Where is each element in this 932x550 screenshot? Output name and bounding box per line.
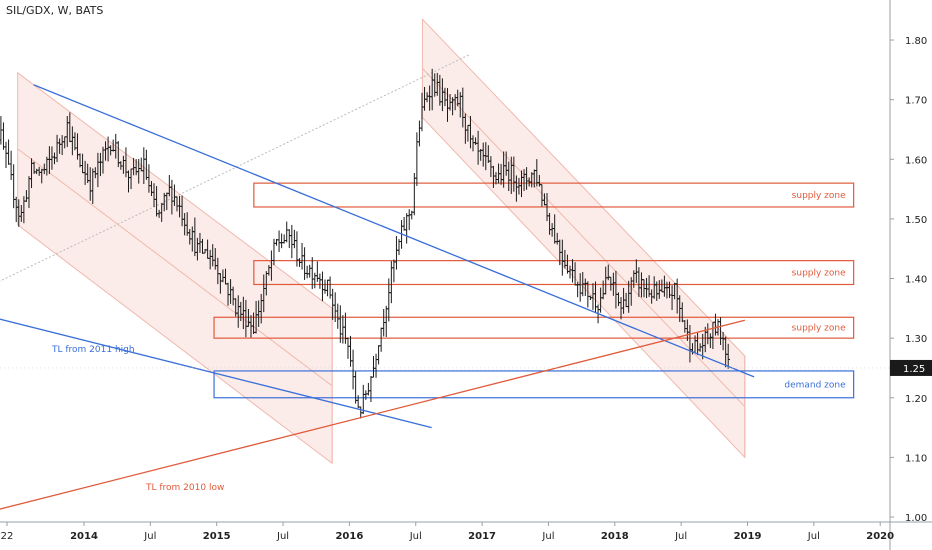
x-tick-label: 2017 [468, 531, 496, 542]
zone-label-1: supply zone [792, 269, 846, 279]
x-tick-label: 2020 [866, 531, 894, 542]
price-bars [0, 68, 731, 419]
x-tick-label: 2014 [70, 531, 98, 542]
zone-label-3: demand zone [784, 380, 846, 390]
zones: supply zone supply zone supply zone demand … [213, 182, 855, 399]
chart-title: SIL/GDX, W, BATS [6, 4, 103, 17]
channel-1 [421, 17, 746, 459]
x-tick-label: Jul [143, 531, 156, 542]
channel-mid-0 [17, 148, 333, 387]
zone-label-0: supply zone [792, 191, 846, 201]
x-tick-label: Jul [541, 531, 554, 542]
trendline-2 [0, 319, 746, 510]
x-tick-label: Jul [276, 531, 289, 542]
ohlc-bar [726, 343, 731, 369]
zone-rect-1 [253, 260, 855, 286]
trendline-label-2011-high: TL from 2011 high [51, 345, 135, 355]
last-price-label: 1.25 [903, 364, 925, 375]
y-tick-label: 1.70 [905, 96, 927, 107]
price-axis: 1.00 1.10 1.20 1.30 1.40 1.50 1.60 1.70 1.80 [890, 36, 927, 524]
trendline-label-2010-low: TL from 2010 low [145, 483, 224, 493]
x-tick-label: 2018 [601, 531, 629, 542]
zone-rect-0 [253, 182, 855, 208]
x-tick-label: Jul [409, 531, 422, 542]
y-tick-label: 1.00 [905, 513, 927, 524]
x-tick-label: 2016 [335, 531, 363, 542]
last-price-tag [890, 359, 932, 376]
y-tick-label: 1.60 [905, 155, 927, 166]
y-tick-label: 1.50 [905, 215, 927, 226]
y-tick-label: 1.40 [905, 275, 927, 286]
x-tick-label: Jul [807, 531, 820, 542]
y-tick-label: 1.30 [905, 334, 927, 345]
x-tick-label: 2019 [734, 531, 762, 542]
x-tick-label: 22 [1, 531, 14, 542]
trendlines: TL from 2011 high TL from 2010 low [0, 84, 755, 510]
time-axis: 22 2014 Jul 2015 Jul 2016 Jul 2017 Jul 2018 Jul 201… [1, 522, 894, 542]
y-tick-label: 1.80 [905, 36, 927, 47]
channels [17, 17, 746, 465]
x-tick-label: 2015 [203, 531, 231, 542]
zone-rect-3 [213, 370, 855, 399]
zone-rect-2 [213, 316, 855, 339]
trendline-0 [0, 318, 432, 429]
y-tick-label: 1.10 [905, 453, 927, 464]
zone-label-2: supply zone [792, 324, 846, 334]
channel-mid-1 [422, 68, 746, 408]
trendline-1 [33, 84, 755, 378]
last-price-marker: 1.25 [0, 359, 932, 376]
x-tick-label: Jul [674, 531, 687, 542]
y-tick-label: 1.20 [905, 394, 927, 405]
